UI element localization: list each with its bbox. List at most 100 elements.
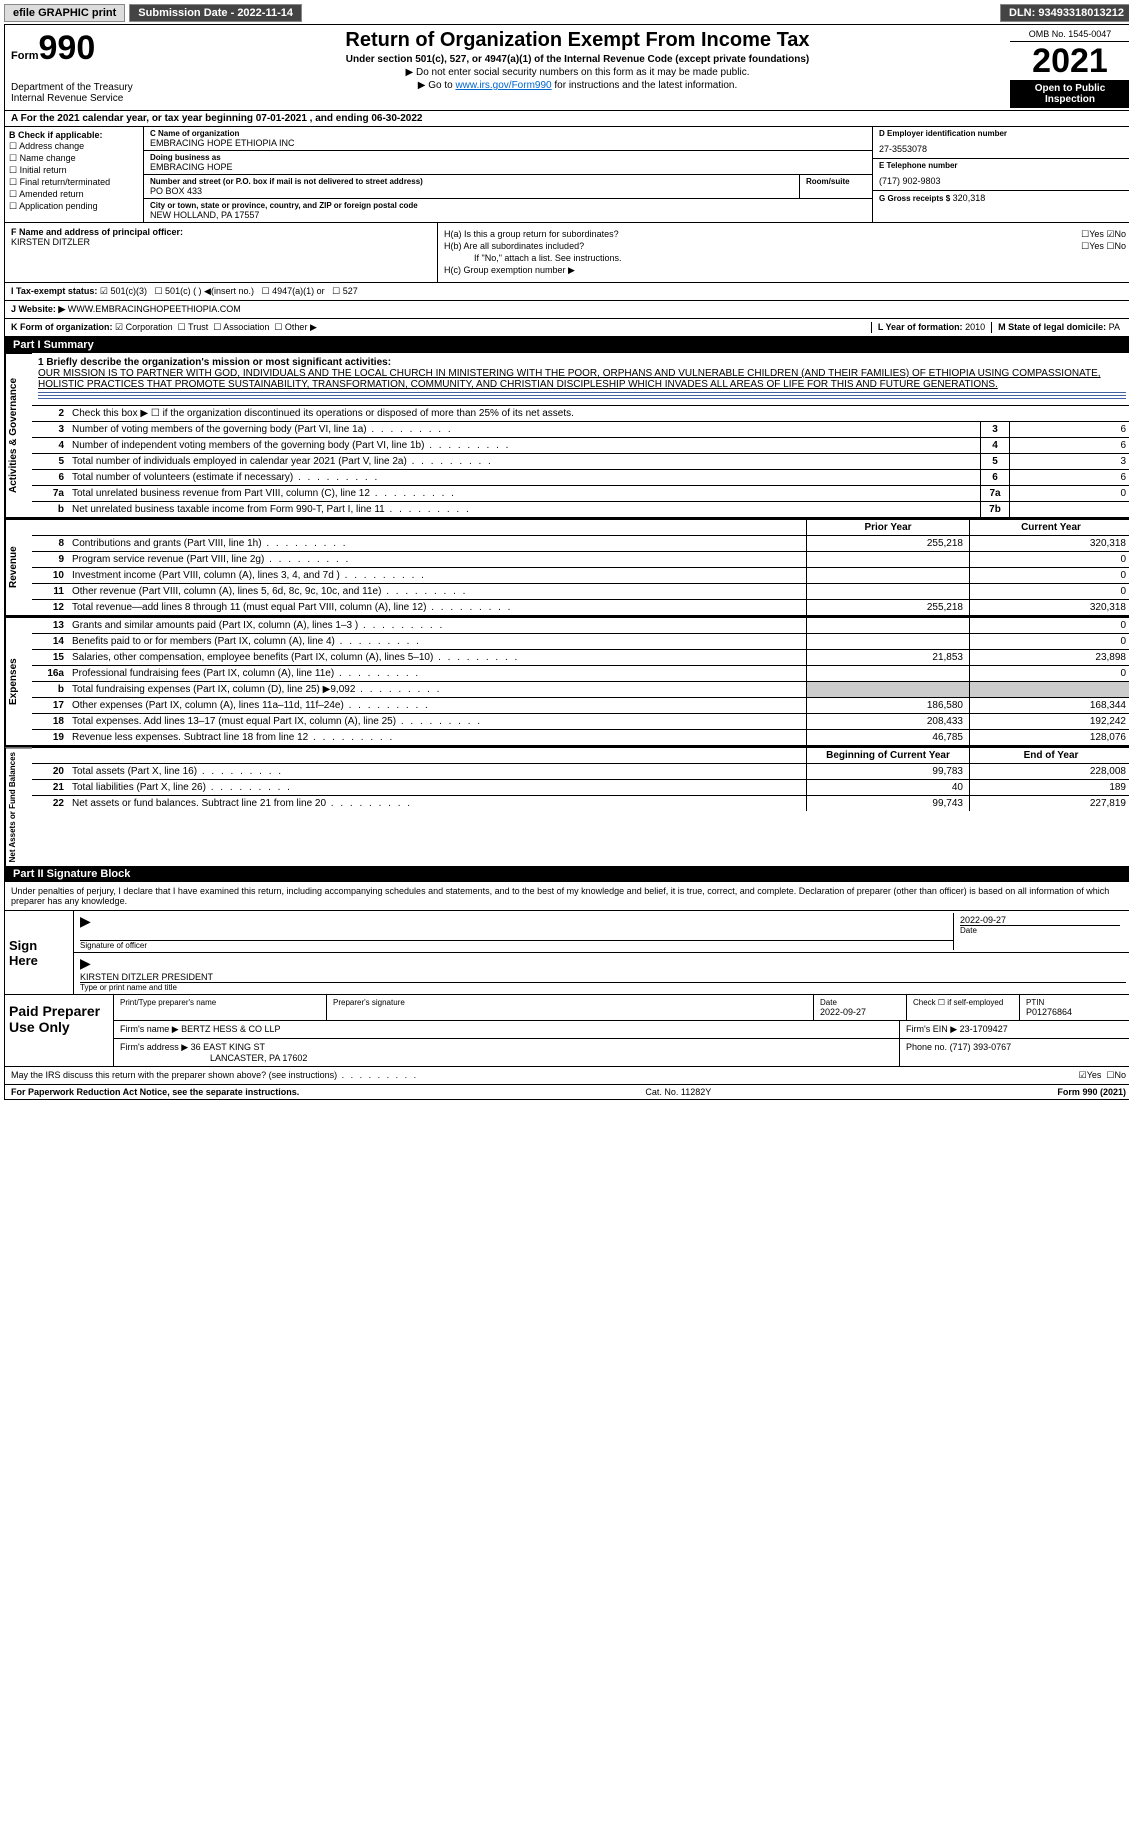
website-label: J Website: ▶ — [11, 304, 65, 314]
state-domicile-value: PA — [1109, 322, 1120, 332]
cat-no: Cat. No. 11282Y — [299, 1087, 1057, 1097]
prep-date-label: Date — [820, 998, 900, 1007]
tax-status-label: I Tax-exempt status: — [11, 286, 97, 296]
hb-question: H(b) Are all subordinates included? — [444, 241, 584, 251]
paperwork-notice: For Paperwork Reduction Act Notice, see … — [11, 1087, 299, 1097]
summary-line: bNet unrelated business taxable income f… — [32, 501, 1129, 517]
chk-final-return[interactable]: Final return/terminated — [9, 177, 139, 188]
paid-preparer-block: Paid Preparer Use Only Print/Type prepar… — [5, 994, 1129, 1066]
vtab-expenses: Expenses — [5, 617, 32, 745]
firm-addr2: LANCASTER, PA 17602 — [120, 1053, 893, 1063]
chk-initial-return[interactable]: Initial return — [9, 165, 139, 176]
state-domicile-label: M State of legal domicile: — [998, 322, 1106, 332]
summary-line: 16aProfessional fundraising fees (Part I… — [32, 665, 1129, 681]
mission-text: OUR MISSION IS TO PARTNER WITH GOD, INDI… — [38, 368, 1126, 390]
col-prior-year: Prior Year — [806, 520, 969, 535]
summary-line: 19Revenue less expenses. Subtract line 1… — [32, 729, 1129, 745]
chk-corporation[interactable]: ☑ Corporation — [115, 322, 173, 332]
firm-phone-value: (717) 393-0767 — [950, 1042, 1012, 1052]
hb-no[interactable]: ☐No — [1106, 241, 1126, 251]
city-value: NEW HOLLAND, PA 17557 — [150, 210, 866, 220]
principal-officer-name: KIRSTEN DITZLER — [11, 237, 431, 247]
officer-group-block: F Name and address of principal officer:… — [5, 223, 1129, 283]
summary-line: 20Total assets (Part X, line 16)99,78322… — [32, 763, 1129, 779]
form-container: Form990 Department of the Treasury Inter… — [4, 24, 1129, 1100]
mission-label: 1 Briefly describe the organization's mi… — [38, 357, 1126, 368]
irs-link[interactable]: www.irs.gov/Form990 — [455, 80, 551, 91]
col-current-year: Current Year — [969, 520, 1129, 535]
paperwork-footer: For Paperwork Reduction Act Notice, see … — [5, 1084, 1129, 1099]
summary-line: 6Total number of volunteers (estimate if… — [32, 469, 1129, 485]
ha-question: H(a) Is this a group return for subordin… — [444, 229, 619, 239]
ptin-value: P01276864 — [1026, 1007, 1126, 1017]
firm-addr1: 36 EAST KING ST — [191, 1042, 265, 1052]
discuss-row: May the IRS discuss this return with the… — [5, 1066, 1129, 1084]
expenses-section: Expenses 13Grants and similar amounts pa… — [5, 615, 1129, 745]
k-label: K Form of organization: — [11, 322, 113, 332]
signature-block: Under penalties of perjury, I declare th… — [5, 882, 1129, 1084]
summary-line: 11Other revenue (Part VIII, column (A), … — [32, 583, 1129, 599]
line2-text: Check this box ▶ ☐ if the organization d… — [68, 406, 1129, 421]
gross-label: G Gross receipts $ — [879, 194, 950, 203]
gross-value: 320,318 — [953, 193, 986, 203]
dln-badge: DLN: 93493318013212 — [1000, 4, 1129, 22]
principal-officer-label: F Name and address of principal officer: — [11, 227, 431, 237]
org-name: EMBRACING HOPE ETHIOPIA INC — [150, 138, 866, 148]
chk-527[interactable]: ☐ 527 — [332, 286, 358, 296]
chk-amended-return[interactable]: Amended return — [9, 189, 139, 200]
chk-4947[interactable]: ☐ 4947(a)(1) or — [262, 286, 325, 296]
dba-label: Doing business as — [150, 153, 866, 162]
firm-ein-value: 23-1709427 — [960, 1024, 1008, 1034]
chk-other[interactable]: ☐ Other ▶ — [274, 322, 317, 332]
col-end-year: End of Year — [969, 748, 1129, 763]
chk-501c[interactable]: ☐ 501(c) ( ) ◀(insert no.) — [154, 286, 254, 296]
ha-no[interactable]: ☑No — [1106, 229, 1126, 239]
chk-501c3[interactable]: ☑ 501(c)(3) — [100, 286, 147, 296]
vtab-governance: Activities & Governance — [5, 353, 32, 517]
city-label: City or town, state or province, country… — [150, 201, 866, 210]
check-if-applicable: B Check if applicable: Address change Na… — [5, 127, 144, 222]
summary-line: 17Other expenses (Part IX, column (A), l… — [32, 697, 1129, 713]
summary-line: 5Total number of individuals employed in… — [32, 453, 1129, 469]
instructions-line: ▶ Go to www.irs.gov/Form990 for instruct… — [153, 80, 1002, 91]
top-bar: efile GRAPHIC print Submission Date - 20… — [4, 4, 1129, 22]
org-name-label: C Name of organization — [150, 129, 866, 138]
identity-block: B Check if applicable: Address change Na… — [5, 127, 1129, 223]
tax-year: 2021 — [1010, 42, 1129, 80]
chk-association[interactable]: ☐ Association — [213, 322, 269, 332]
summary-line: 7aTotal unrelated business revenue from … — [32, 485, 1129, 501]
form-org-row: K Form of organization: ☑ Corporation ☐ … — [5, 319, 1129, 337]
summary-line: 21Total liabilities (Part X, line 26)401… — [32, 779, 1129, 795]
sig-date-label: Date — [960, 925, 1120, 935]
hb-yes[interactable]: ☐Yes — [1081, 241, 1104, 251]
summary-line: 9Program service revenue (Part VIII, lin… — [32, 551, 1129, 567]
chk-trust[interactable]: ☐ Trust — [178, 322, 209, 332]
calendar-year-row: A For the 2021 calendar year, or tax yea… — [5, 111, 1129, 127]
summary-line: 13Grants and similar amounts paid (Part … — [32, 617, 1129, 633]
prep-date-value: 2022-09-27 — [820, 1007, 900, 1017]
ptin-label: PTIN — [1026, 998, 1126, 1007]
chk-address-change[interactable]: Address change — [9, 141, 139, 152]
discuss-yes[interactable]: ☑Yes — [1079, 1070, 1102, 1080]
summary-line: 18Total expenses. Add lines 13–17 (must … — [32, 713, 1129, 729]
summary-line: 12Total revenue—add lines 8 through 11 (… — [32, 599, 1129, 615]
website-row: J Website: ▶ WWW.EMBRACINGHOPEETHIOPIA.C… — [5, 301, 1129, 319]
firm-name-label: Firm's name ▶ — [120, 1024, 179, 1034]
summary-line: bTotal fundraising expenses (Part IX, co… — [32, 681, 1129, 697]
chk-application-pending[interactable]: Application pending — [9, 201, 139, 212]
calendar-year-text: For the 2021 calendar year, or tax year … — [21, 113, 423, 124]
ssn-note: ▶ Do not enter social security numbers o… — [153, 67, 1002, 78]
form-header: Form990 Department of the Treasury Inter… — [5, 25, 1129, 111]
revenue-section: Revenue Prior Year Current Year 8Contrib… — [5, 517, 1129, 615]
chk-name-change[interactable]: Name change — [9, 153, 139, 164]
website-value: WWW.EMBRACINGHOPEETHIOPIA.COM — [68, 304, 241, 314]
discuss-no[interactable]: ☐No — [1106, 1070, 1126, 1080]
form-footer-label: Form 990 (2021) — [1057, 1087, 1126, 1097]
part2-header: Part II Signature Block — [5, 866, 1129, 882]
form-word: Form — [11, 50, 39, 62]
form-number: 990 — [39, 29, 96, 67]
summary-line: 14Benefits paid to or for members (Part … — [32, 633, 1129, 649]
ha-yes[interactable]: ☐Yes — [1081, 229, 1104, 239]
prep-self-employed[interactable]: Check ☐ if self-employed — [907, 995, 1020, 1020]
firm-ein-label: Firm's EIN ▶ — [906, 1024, 957, 1034]
